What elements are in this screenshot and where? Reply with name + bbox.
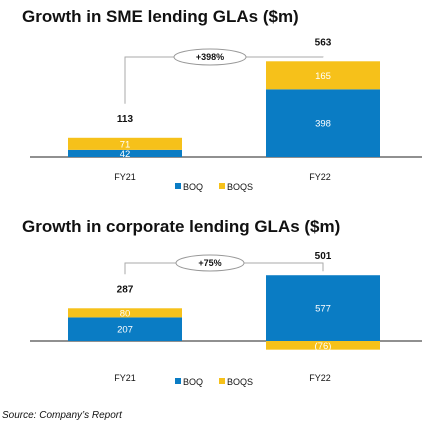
data-label-boq-fy21: 207 bbox=[117, 325, 133, 336]
legend-label-boqs: BOQS bbox=[227, 182, 253, 192]
data-label-boqs-fy21: 71 bbox=[120, 139, 131, 150]
source-note: Source: Company’s Report bbox=[2, 410, 122, 421]
growth-connector-left bbox=[124, 56, 174, 104]
total-label-fy21: 287 bbox=[117, 284, 134, 295]
growth-label: +398% bbox=[196, 52, 224, 62]
bar-boq-fy21 bbox=[68, 149, 182, 157]
bar-boqs-fy22 bbox=[266, 341, 380, 350]
category-label-fy22: FY22 bbox=[309, 373, 331, 383]
chart-title: Growth in SME lending GLAs ($m) bbox=[22, 7, 299, 26]
legend-label-boq: BOQ bbox=[183, 377, 203, 387]
total-label-fy21: 113 bbox=[117, 114, 134, 125]
bar-boqs-fy21 bbox=[68, 137, 182, 150]
bar-boq-fy22 bbox=[266, 89, 380, 157]
growth-connector-right bbox=[244, 262, 324, 272]
growth-oval bbox=[173, 48, 247, 66]
chart-title: Growth in corporate lending GLAs ($m) bbox=[22, 217, 340, 236]
legend-swatch-boqs bbox=[219, 378, 225, 384]
data-label-boq-fy21: 42 bbox=[120, 149, 131, 160]
category-label-fy22: FY22 bbox=[309, 172, 331, 182]
bar-boq-fy22 bbox=[266, 275, 380, 341]
total-label-fy22: 563 bbox=[315, 37, 332, 48]
legend-swatch-boqs bbox=[219, 183, 225, 189]
data-label-boq-fy22: 398 bbox=[315, 119, 331, 130]
total-label-fy22: 501 bbox=[315, 251, 332, 262]
data-label-boq-fy22: 577 bbox=[315, 304, 331, 315]
legend-label-boq: BOQ bbox=[183, 182, 203, 192]
growth-label: +75% bbox=[198, 258, 221, 268]
growth-connector-left bbox=[124, 262, 176, 275]
category-label-fy21: FY21 bbox=[114, 172, 136, 182]
category-label-fy21: FY21 bbox=[114, 373, 136, 383]
legend-label-boqs: BOQS bbox=[227, 377, 253, 387]
growth-oval bbox=[175, 254, 245, 272]
data-label-boqs-fy22: (76) bbox=[315, 341, 332, 352]
legend-swatch-boq bbox=[175, 378, 181, 384]
data-label-boqs-fy22: 165 bbox=[315, 71, 331, 82]
bar-boqs-fy21 bbox=[68, 308, 182, 318]
data-label-boqs-fy21: 80 bbox=[120, 308, 131, 319]
legend-swatch-boq bbox=[175, 183, 181, 189]
bar-boqs-fy22 bbox=[266, 61, 380, 90]
bar-boq-fy21 bbox=[68, 317, 182, 341]
